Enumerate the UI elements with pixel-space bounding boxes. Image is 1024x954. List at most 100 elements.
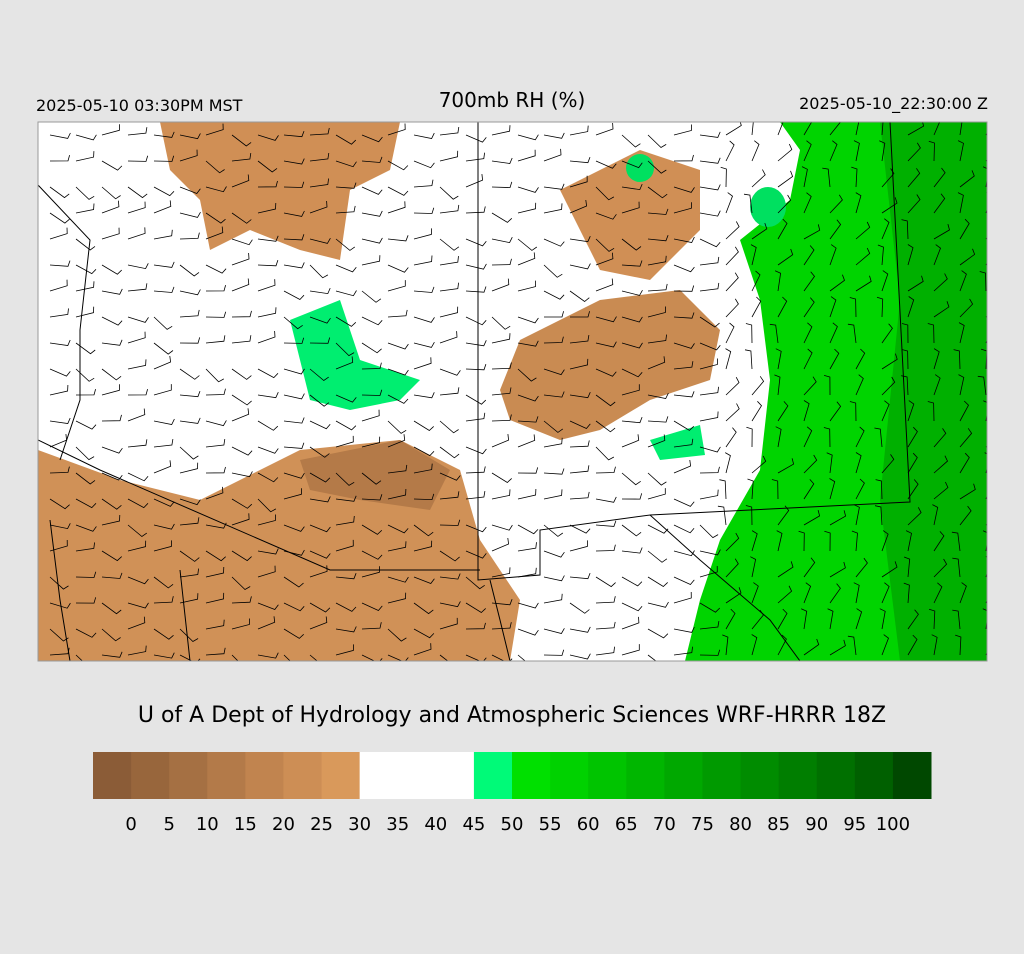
colorbar-swatch xyxy=(359,752,399,799)
wind-barb xyxy=(959,270,967,292)
wind-barb xyxy=(491,278,510,292)
wind-barb xyxy=(959,248,976,266)
wind-barb xyxy=(621,602,643,612)
wind-barb xyxy=(205,123,224,136)
wind-barb xyxy=(803,509,821,526)
wind-barb xyxy=(127,227,146,240)
wind-barb xyxy=(127,186,148,199)
wind-barb xyxy=(803,479,815,500)
wind-barb xyxy=(570,311,590,318)
colorbar-swatch xyxy=(397,752,437,799)
wind-barb xyxy=(101,572,123,579)
wind-barb xyxy=(829,401,842,422)
wind-barb xyxy=(569,156,591,164)
wind-barb xyxy=(439,150,459,162)
wind-barb xyxy=(933,273,948,292)
wind-barb xyxy=(855,275,872,292)
wind-barb xyxy=(205,550,226,562)
wind-barb xyxy=(283,234,305,241)
wind-barb xyxy=(907,244,914,266)
wind-barb xyxy=(774,374,781,396)
colorbar-label: 65 xyxy=(615,814,638,835)
wind-barb xyxy=(699,489,719,500)
wind-barb xyxy=(621,416,643,424)
wind-barb xyxy=(75,628,97,638)
wind-barb xyxy=(283,472,305,479)
wind-barb xyxy=(153,460,172,474)
wind-barb xyxy=(205,566,225,578)
wind-barb xyxy=(101,200,120,214)
colorbar-swatch xyxy=(626,752,665,799)
wind-barb xyxy=(725,377,740,396)
colorbar-swatch xyxy=(740,752,780,799)
wind-barb xyxy=(491,567,511,578)
wind-barb xyxy=(361,389,383,396)
colorbar-swatch xyxy=(245,752,284,799)
wind-barb xyxy=(387,576,409,583)
wind-barb xyxy=(647,186,668,199)
wind-barb xyxy=(673,186,695,193)
wind-barb xyxy=(621,576,643,587)
wind-barb xyxy=(75,597,97,604)
wind-barb xyxy=(309,287,331,295)
wind-barb xyxy=(283,654,291,661)
wind-barb xyxy=(517,186,539,193)
wind-barb xyxy=(673,459,692,474)
wind-barb xyxy=(283,368,305,375)
wind-barb xyxy=(387,434,406,448)
wind-barb xyxy=(231,654,239,661)
wind-barb xyxy=(569,572,591,580)
wind-barb xyxy=(205,522,227,529)
wind-barb xyxy=(75,524,97,532)
wind-barb xyxy=(49,368,71,377)
wind-barb xyxy=(283,158,305,165)
wind-barb xyxy=(977,375,987,396)
wind-barb xyxy=(309,238,331,244)
wind-barb xyxy=(931,634,938,656)
wind-barb xyxy=(879,608,886,630)
wind-barb xyxy=(777,401,789,422)
wind-barb xyxy=(439,387,460,396)
moist-area xyxy=(650,425,705,460)
wind-barb xyxy=(647,255,667,266)
wind-barb xyxy=(49,539,68,552)
wind-barb xyxy=(725,272,739,292)
wind-barb xyxy=(491,258,512,266)
colorbar-label: 45 xyxy=(462,814,485,835)
wind-barb xyxy=(829,244,837,266)
wind-barb xyxy=(257,498,277,513)
wind-barb xyxy=(621,183,643,191)
wind-barb xyxy=(361,602,383,611)
wind-barb xyxy=(798,530,805,552)
wind-barb xyxy=(413,524,434,537)
wind-barb xyxy=(517,488,537,500)
wind-barb xyxy=(569,263,591,270)
wind-barb xyxy=(153,342,174,355)
wind-barb xyxy=(725,348,732,370)
wind-barb xyxy=(361,316,383,326)
wind-barb xyxy=(907,168,921,188)
wind-barb xyxy=(361,409,380,422)
wind-barb xyxy=(855,608,863,630)
wind-barb xyxy=(673,438,694,448)
wind-barb xyxy=(75,342,96,355)
wind-barb xyxy=(491,537,510,552)
wind-barb xyxy=(901,375,909,396)
wind-barb xyxy=(823,427,831,448)
wind-barb xyxy=(283,181,305,188)
wind-barb xyxy=(647,654,657,661)
wind-barb xyxy=(75,306,95,318)
wind-barb xyxy=(257,202,277,214)
wind-barb xyxy=(127,359,147,370)
wind-barb xyxy=(647,392,669,399)
wind-barb xyxy=(881,561,898,578)
wind-barb xyxy=(387,541,407,552)
rh-field xyxy=(38,122,987,661)
wind-barb xyxy=(75,654,83,661)
wind-barb xyxy=(439,472,461,481)
wind-barb xyxy=(413,286,435,293)
wind-barb xyxy=(153,384,172,396)
wind-barb xyxy=(958,322,965,344)
wind-barb xyxy=(673,264,695,273)
wind-barb xyxy=(335,644,354,656)
